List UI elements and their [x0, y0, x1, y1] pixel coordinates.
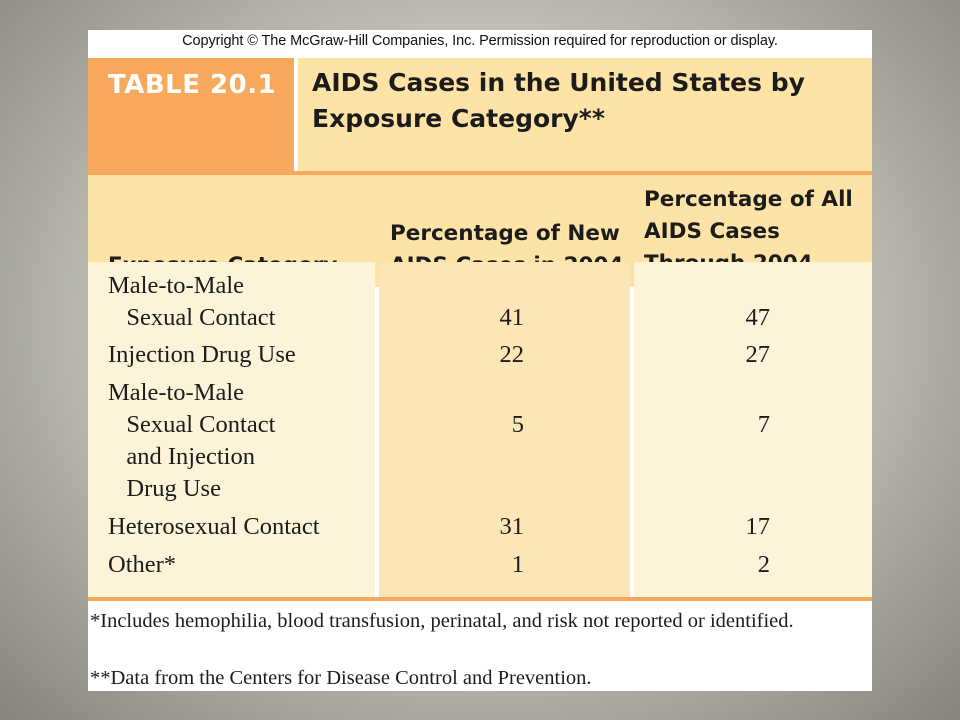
row-1-category-line-2: Sexual Contact	[108, 304, 276, 331]
footnote-1: *Includes hemophilia, blood transfusion,…	[90, 610, 794, 632]
row-5-category-line-1: Other*	[108, 551, 177, 578]
footnote-2: **Data from the Centers for Disease Cont…	[90, 667, 592, 689]
copyright-notice: Copyright © The McGraw-Hill Companies, I…	[182, 33, 778, 49]
row-1-category-line-1: Male-to-Male	[108, 272, 245, 299]
table-title-row: TABLE 20.1 AIDS Cases in the United Stat…	[88, 58, 872, 171]
row-3-category-line-1: Male-to-Male	[108, 379, 245, 406]
row-3-category-line-2: Sexual Contact	[108, 411, 276, 438]
column-background-all	[634, 262, 872, 597]
row-1-new-2004: 41	[499, 304, 525, 331]
table-title: AIDS Cases in the United States by Expos…	[312, 68, 805, 133]
row-5-new-2004: 1	[511, 551, 524, 578]
row-2-all-through-2004: 27	[745, 341, 771, 368]
header-divider	[88, 171, 872, 175]
row-3-category-line-4: Drug Use	[108, 475, 221, 502]
table-body: Male-to-Male Sexual Contact 41 47 Inject…	[88, 262, 872, 597]
row-5-all-through-2004: 2	[757, 551, 770, 578]
table-number: TABLE 20.1	[108, 70, 277, 100]
table-slide: Copyright © The McGraw-Hill Companies, I…	[88, 30, 872, 691]
table-title-box: AIDS Cases in the United States by Expos…	[298, 58, 872, 171]
row-1-all-through-2004: 47	[745, 304, 771, 331]
row-4-all-through-2004: 17	[745, 513, 771, 540]
table-number-box: TABLE 20.1	[88, 58, 294, 171]
row-4-new-2004: 31	[499, 513, 525, 540]
row-4-category-line-1: Heterosexual Contact	[108, 513, 320, 540]
column-background-new	[379, 262, 630, 597]
row-2-category-line-1: Injection Drug Use	[108, 341, 296, 368]
row-3-category-line-3: and Injection	[108, 443, 255, 470]
row-2-new-2004: 22	[499, 341, 525, 368]
row-3-new-2004: 5	[511, 411, 524, 438]
column-background-category	[88, 262, 375, 597]
row-3-all-through-2004: 7	[757, 411, 770, 438]
footer-divider	[88, 597, 872, 601]
